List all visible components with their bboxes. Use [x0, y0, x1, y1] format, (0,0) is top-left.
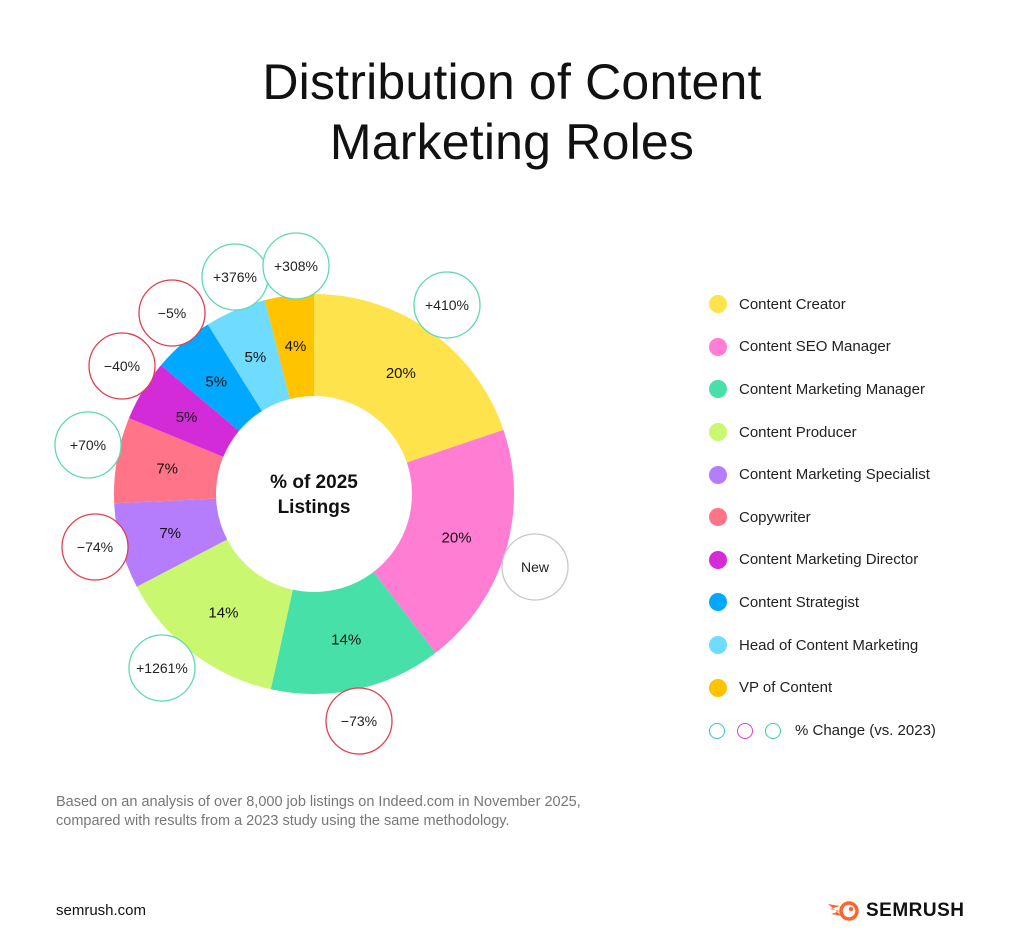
change-bubble-label: +1261%: [136, 660, 188, 676]
donut-slice: [373, 429, 514, 653]
legend-label: Content SEO Manager: [739, 338, 891, 356]
change-bubble-label: −40%: [104, 358, 140, 374]
semrush-logo: SEMRUSH: [826, 900, 965, 922]
legend-label: Head of Content Marketing: [739, 636, 919, 654]
legend-label: Content Strategist: [739, 593, 860, 611]
change-bubble-label: −5%: [158, 305, 186, 321]
legend-dot-icon: [709, 678, 727, 697]
footnote-line-1: Based on an analysis of over 8,000 job l…: [56, 794, 581, 810]
legend-dot-icon: [709, 337, 727, 356]
legend-item: Content Creator: [709, 283, 930, 326]
legend-label: Content Producer: [739, 423, 857, 441]
legend-dot-icon: [709, 465, 727, 484]
donut-slice: [270, 571, 436, 694]
legend-label: VP of Content: [739, 679, 833, 697]
slice-value-label: 7%: [159, 525, 181, 542]
change-bubble: [413, 271, 481, 339]
legend-item: Content Strategist: [709, 581, 930, 624]
slice-value-label: 20%: [442, 529, 472, 546]
center-label-line-1: % of 2025: [270, 472, 358, 493]
donut-slice: [207, 300, 290, 411]
change-bubble: [54, 411, 122, 479]
slice-value-label: 20%: [386, 365, 416, 382]
legend-item: Content SEO Manager: [709, 326, 930, 369]
change-bubble: [88, 332, 156, 400]
change-bubble-label: −74%: [77, 539, 113, 555]
legend-dot-icon: [709, 593, 727, 612]
change-bubble-label: +410%: [425, 297, 469, 313]
slice-value-label: 5%: [245, 349, 267, 366]
site-url: semrush.com: [56, 902, 147, 919]
legend-item: Head of Content Marketing: [709, 624, 930, 667]
slice-value-label: 5%: [176, 409, 198, 426]
legend-dot-icon: [709, 380, 727, 399]
change-ring-icon-blue: [709, 722, 725, 739]
legend-label: Content Creator: [739, 295, 846, 313]
change-bubble-label: +308%: [274, 258, 318, 274]
slice-value-label: 7%: [156, 461, 178, 478]
change-bubble: [138, 279, 206, 347]
legend-item: VP of Content: [709, 666, 930, 709]
legend-item: Content Producer: [709, 411, 930, 454]
donut-slice: [128, 365, 240, 457]
donut-slice: [114, 418, 224, 504]
legend-item: Content Marketing Director: [709, 539, 930, 582]
slice-value-label: 14%: [208, 604, 238, 621]
chart-title: Distribution of Content Marketing Roles: [0, 52, 1024, 172]
change-bubble-label: New: [521, 559, 550, 575]
change-bubble: [128, 634, 196, 702]
slice-value-label: 4%: [285, 338, 307, 355]
legend-label: Content Marketing Specialist: [739, 466, 930, 484]
change-ring-icon-green: [765, 722, 781, 739]
change-bubble: [501, 533, 569, 601]
change-bubble: [262, 232, 330, 300]
legend-dot-icon: [709, 295, 727, 314]
legend-dot-icon: [709, 508, 727, 527]
slice-value-label: 5%: [205, 374, 227, 391]
footnote: Based on an analysis of over 8,000 job l…: [56, 793, 696, 831]
legend-item: Copywriter: [709, 496, 930, 539]
legend-label: Content Marketing Manager: [739, 380, 925, 398]
legend-label: Content Marketing Director: [739, 551, 919, 569]
legend-dot-icon: [709, 423, 727, 442]
change-legend: % Change (vs. 2023): [709, 722, 936, 739]
center-label-line-2: Listings: [278, 497, 351, 518]
change-bubble-label: +70%: [70, 437, 106, 453]
brand-name: SEMRUSH: [866, 900, 965, 921]
semrush-fireball-icon: [828, 901, 859, 921]
change-bubble-label: +376%: [213, 269, 257, 285]
title-line-1: Distribution of Content: [262, 54, 762, 110]
change-bubble: [325, 687, 393, 755]
donut-slice: [161, 324, 262, 431]
legend-label: Copywriter: [739, 508, 811, 526]
legend-dot-icon: [709, 550, 727, 569]
change-bubble-label: −73%: [341, 713, 377, 729]
donut-slice: [314, 294, 504, 463]
legend-item: Content Marketing Specialist: [709, 453, 930, 496]
donut-slice: [114, 498, 228, 587]
change-legend-label: % Change (vs. 2023): [795, 722, 936, 739]
change-ring-icon-magenta: [737, 722, 753, 739]
title-line-2: Marketing Roles: [329, 114, 695, 170]
change-bubble: [61, 513, 129, 581]
legend-item: Content Marketing Manager: [709, 368, 930, 411]
donut-slice: [264, 294, 314, 400]
legend: Content Creator Content SEO Manager Conten…: [709, 283, 930, 709]
legend-dot-icon: [709, 636, 727, 655]
donut-slice: [136, 539, 293, 690]
footnote-line-2: compared with results from a 2023 study …: [56, 813, 510, 829]
slice-value-label: 14%: [331, 631, 361, 648]
